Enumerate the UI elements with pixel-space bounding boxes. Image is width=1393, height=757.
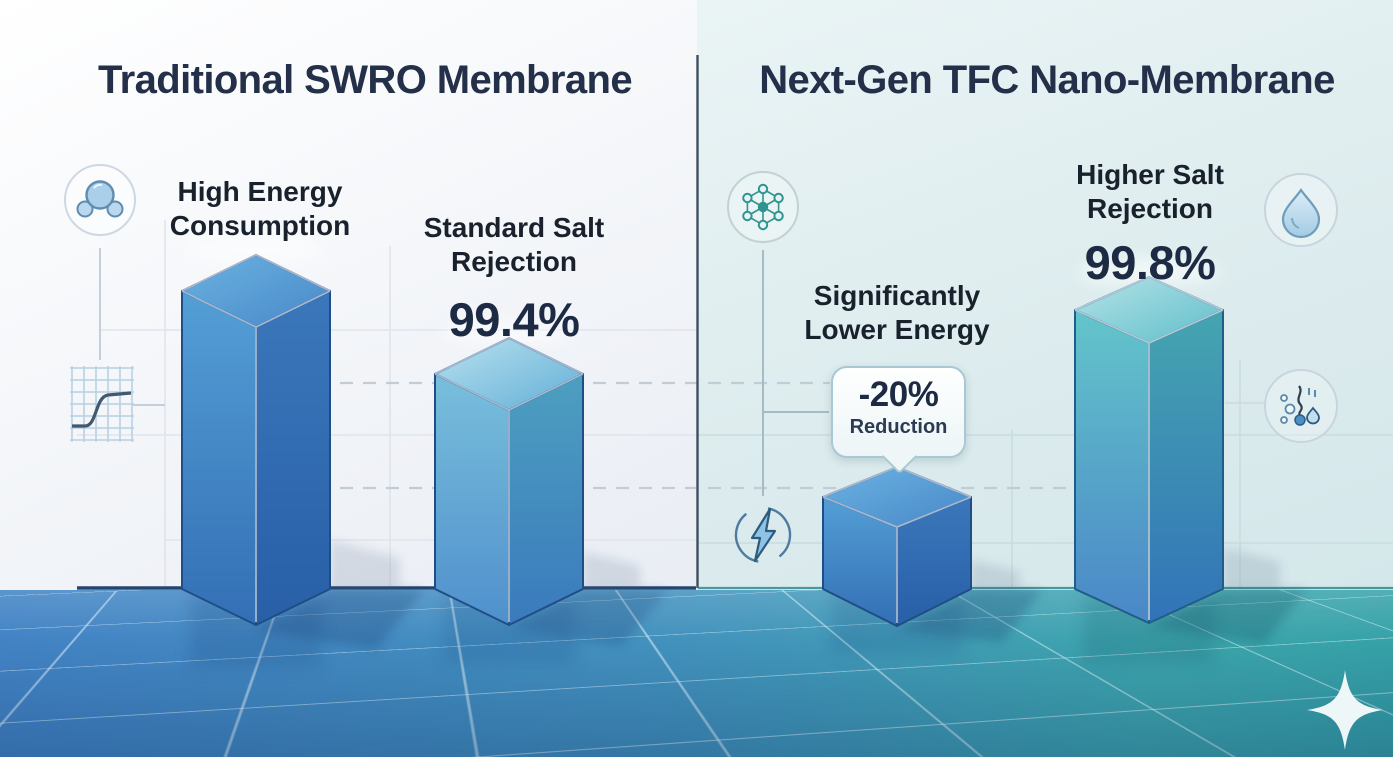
bar2-edge-highlight xyxy=(434,336,584,622)
wall-shadows xyxy=(330,540,1280,589)
water-molecule-icon xyxy=(64,164,136,236)
performance-curve-chart-icon xyxy=(70,366,134,442)
label-high-energy-consumption: High Energy Consumption xyxy=(169,176,351,241)
lightning-bolt-icon xyxy=(734,506,792,564)
right-connector-lines xyxy=(762,250,829,496)
bar1-edge-highlight xyxy=(181,253,331,622)
left-connector-lines xyxy=(99,248,165,406)
right-wall-gridlines xyxy=(698,360,1393,588)
label-standard-salt-rejection: Standard Salt Rejection xyxy=(423,212,605,277)
filtration-droplets-icon xyxy=(1264,369,1338,443)
value-higher-salt-rejection: 99.8% xyxy=(1084,236,1216,289)
reduction-callout-caption: Reduction xyxy=(849,416,948,438)
bar4-edge-highlight xyxy=(1074,276,1224,620)
curve-grid xyxy=(70,366,134,442)
label-significantly-lower-energy: Significantly Lower Energy xyxy=(804,280,990,345)
value-standard-salt-rejection: 99.4% xyxy=(448,293,580,346)
filtration-bubbles xyxy=(1280,394,1296,424)
filtration-dashes xyxy=(1308,388,1316,397)
water-droplet-icon xyxy=(1264,173,1338,247)
lattice-nodes xyxy=(742,183,784,231)
nano-lattice-icon xyxy=(727,171,799,243)
right-panel-title: Next-Gen TFC Nano-Membrane xyxy=(759,58,1335,102)
reduction-callout-value: -20% xyxy=(858,375,939,414)
label-higher-salt-rejection: Higher Salt Rejection xyxy=(1076,159,1224,224)
bar-top-glows xyxy=(184,236,1221,346)
right-panel-wall xyxy=(697,0,1393,590)
reduction-callout: -20% Reduction xyxy=(831,366,966,475)
sparkle-icon xyxy=(1307,670,1383,750)
bar-lower-energy xyxy=(822,466,972,627)
left-panel-title: Traditional SWRO Membrane xyxy=(98,58,633,102)
